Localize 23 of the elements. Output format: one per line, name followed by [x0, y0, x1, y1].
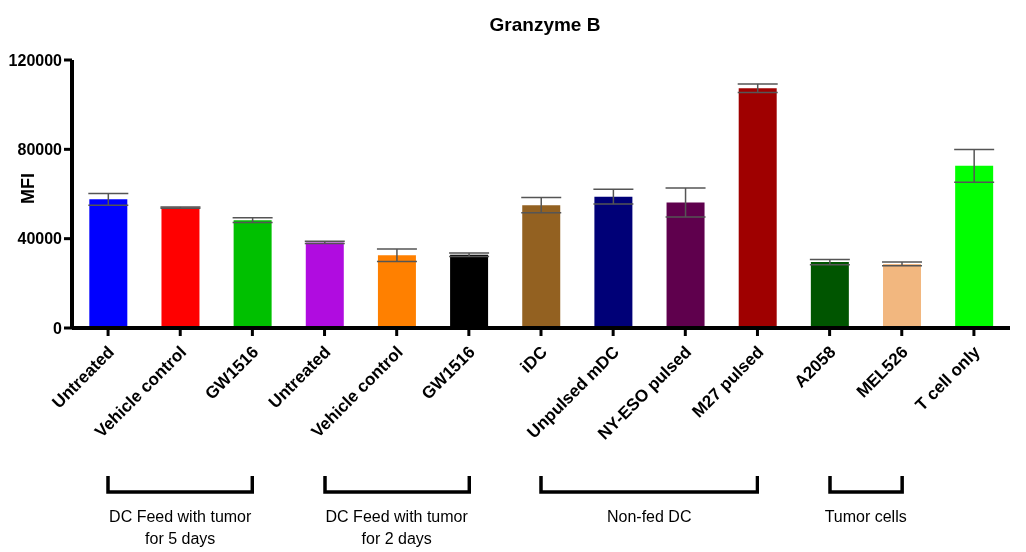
chart-title: Granzyme B: [488, 14, 602, 36]
text: DC Feed with tumor for 5 days: [108, 507, 253, 549]
bar: [955, 165, 994, 328]
y-axis-title: MFI: [17, 172, 39, 206]
bar: [377, 255, 416, 328]
bar: [666, 202, 705, 328]
bar: [161, 207, 200, 328]
bar: [594, 196, 633, 328]
text: Non-fed DC: [605, 507, 693, 527]
text: Tumor cells: [823, 507, 908, 527]
bar: [233, 220, 272, 328]
y-tick-label: 120000: [8, 51, 63, 69]
x-tick-label: iDC: [516, 342, 551, 377]
text: DC Feed with tumor for 2 days: [324, 507, 469, 549]
y-tick-label: 40000: [17, 230, 63, 248]
bar: [305, 242, 344, 328]
bar: [883, 263, 922, 328]
bar: [810, 262, 849, 328]
y-tick-label: 0: [53, 319, 63, 337]
bar: [89, 199, 128, 328]
bar: [522, 205, 561, 328]
bar: [738, 88, 777, 328]
y-tick-label: 80000: [17, 141, 63, 159]
